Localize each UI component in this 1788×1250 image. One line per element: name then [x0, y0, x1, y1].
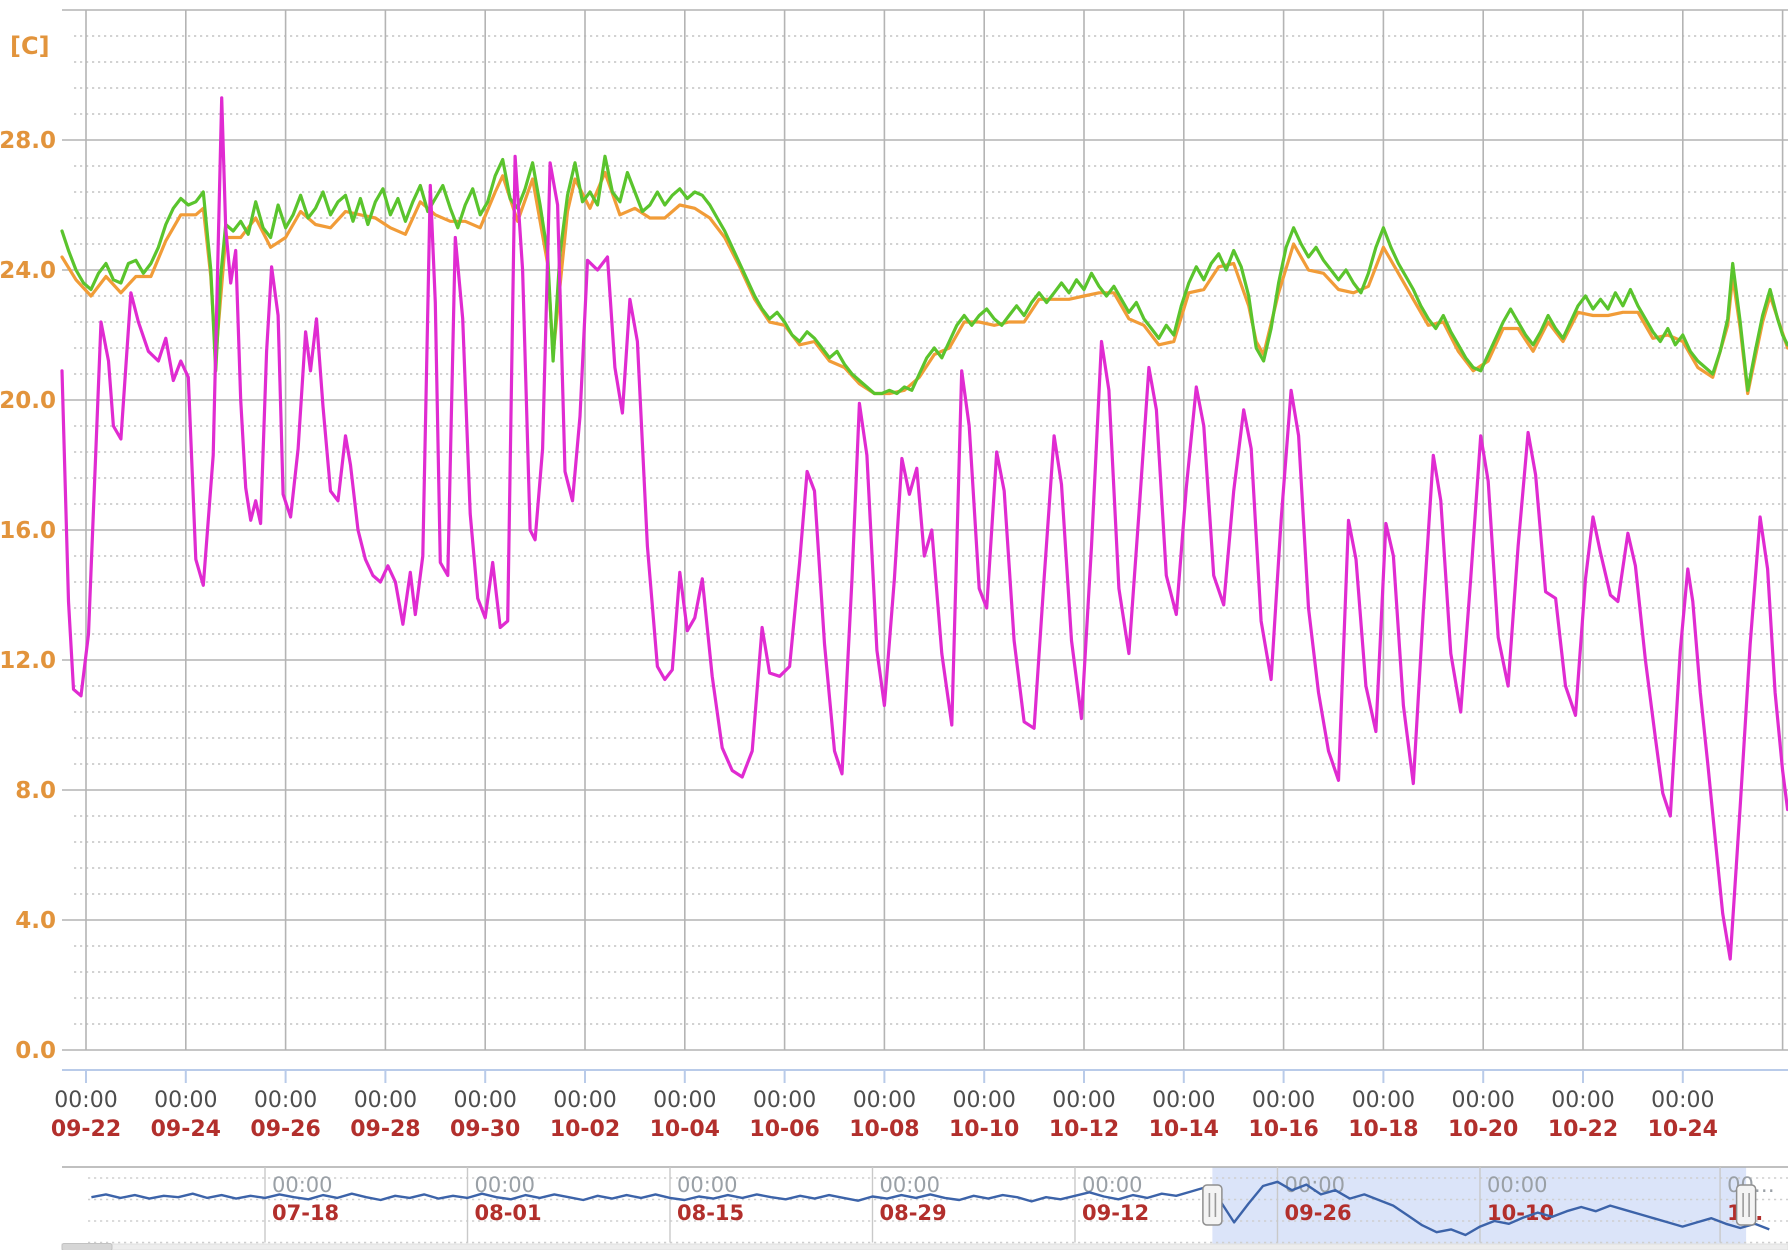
- x-axis-date-label: 09-24: [151, 1117, 221, 1142]
- x-axis-date-label: 09-22: [51, 1117, 121, 1142]
- x-axis-time-label: 00:00: [952, 1088, 1015, 1113]
- x-axis-time-label: 00:00: [1252, 1088, 1315, 1113]
- nav-handle-right[interactable]: [1735, 1184, 1757, 1226]
- x-axis-time-label: 00:00: [1651, 1088, 1714, 1113]
- x-axis-time-label: 00:00: [853, 1088, 916, 1113]
- x-axis-date-label: 10-16: [1248, 1117, 1318, 1142]
- nav-handle-left[interactable]: [1202, 1184, 1223, 1226]
- series-magenta-line: [60, 96, 1788, 961]
- nav-date-label: 08-29: [879, 1201, 946, 1225]
- nav-date-label: 09-12: [1082, 1201, 1149, 1225]
- x-axis-time-label: 00:00: [553, 1088, 616, 1113]
- y-axis-label: 24.0: [0, 258, 56, 284]
- axes: [C] 28.0 24.0 20.0 16.0 12.0 8.0 4.0 0.0 00:00 09…: [0, 32, 1788, 1142]
- series-lines: [60, 96, 1788, 961]
- y-axis-label: 8.0: [15, 778, 56, 804]
- main-grid: [62, 9, 1788, 1051]
- x-axis-time-label: 00:00: [154, 1088, 217, 1113]
- range-navigator: 00:00 07-18 00:00 08-01 00:00 08-15 00:00 08-29…: [62, 1166, 1788, 1244]
- x-axis-time-label: 00:00: [1551, 1088, 1614, 1113]
- x-axis-time-label: 00:00: [254, 1088, 317, 1113]
- y-axis-label: 28.0: [0, 128, 56, 154]
- x-axis-date-label: 10-14: [1149, 1117, 1219, 1142]
- x-axis-date-label: 10-02: [550, 1117, 620, 1142]
- nav-time-label: 00:00: [879, 1173, 940, 1197]
- series-green-line: [60, 154, 1788, 396]
- nav-preview-line: [91, 1180, 1770, 1237]
- x-axis-date-label: 09-28: [350, 1117, 420, 1142]
- plot-surface[interactable]: [62, 0, 1788, 1050]
- nav-selection-range[interactable]: [1212, 1167, 1747, 1244]
- y-axis-label: 20.0: [0, 388, 56, 414]
- x-axis-time-label: 00:00: [1352, 1088, 1415, 1113]
- x-axis-date-label: 10-24: [1648, 1117, 1718, 1142]
- x-axis-date-label: 10-08: [849, 1117, 919, 1142]
- x-axis-date-label: 10-10: [949, 1117, 1019, 1142]
- x-axis-date-label: 09-26: [250, 1117, 320, 1142]
- x-axis-time-label: 00:00: [1451, 1088, 1514, 1113]
- y-axis-label: 12.0: [0, 648, 56, 674]
- y-axis-label: 16.0: [0, 518, 56, 544]
- y-axis-label: 0.0: [15, 1038, 56, 1064]
- x-axis-time-label: 00:00: [453, 1088, 516, 1113]
- x-axis-time-label: 00:00: [1152, 1088, 1215, 1113]
- nav-handle-grip-icon[interactable]: [1735, 1184, 1757, 1226]
- x-axis-date-label: 10-04: [650, 1117, 720, 1142]
- nav-time-label: 00:00: [1487, 1173, 1548, 1197]
- nav-date-label: 08-01: [474, 1201, 541, 1225]
- nav-date-label: 07-18: [272, 1201, 339, 1225]
- nav-time-label: 00:00: [474, 1173, 535, 1197]
- horizontal-scrollbar: [61, 1243, 1788, 1250]
- x-axis-time-label: 00:00: [1052, 1088, 1115, 1113]
- nav-date-label: 09-26: [1284, 1201, 1351, 1225]
- x-axis-date-label: 09-30: [450, 1117, 520, 1142]
- x-axis-time-label: 00:00: [753, 1088, 816, 1113]
- nav-time-label: 00:00: [272, 1173, 333, 1197]
- nav-date-label: 08-15: [677, 1201, 744, 1225]
- x-axis-date-label: 10-22: [1548, 1117, 1618, 1142]
- nav-handle-grip-icon[interactable]: [1202, 1184, 1223, 1226]
- scrollbar-thumb[interactable]: [61, 1243, 113, 1250]
- nav-time-label: 00:00: [1284, 1173, 1345, 1197]
- x-axis-time-label: 00:00: [354, 1088, 417, 1113]
- nav-time-label: 00:00: [677, 1173, 738, 1197]
- x-axis-time-label: 00:00: [54, 1088, 117, 1113]
- y-axis-label: 4.0: [15, 908, 56, 934]
- x-axis-time-label: 00:00: [653, 1088, 716, 1113]
- scrollbar-track[interactable]: [61, 1243, 1788, 1250]
- x-axis-date-label: 10-12: [1049, 1117, 1119, 1142]
- y-axis-unit-label: [C]: [10, 32, 50, 60]
- x-axis-date-label: 10-06: [749, 1117, 819, 1142]
- x-axis-date-label: 10-20: [1448, 1117, 1518, 1142]
- x-axis-date-label: 10-18: [1348, 1117, 1418, 1142]
